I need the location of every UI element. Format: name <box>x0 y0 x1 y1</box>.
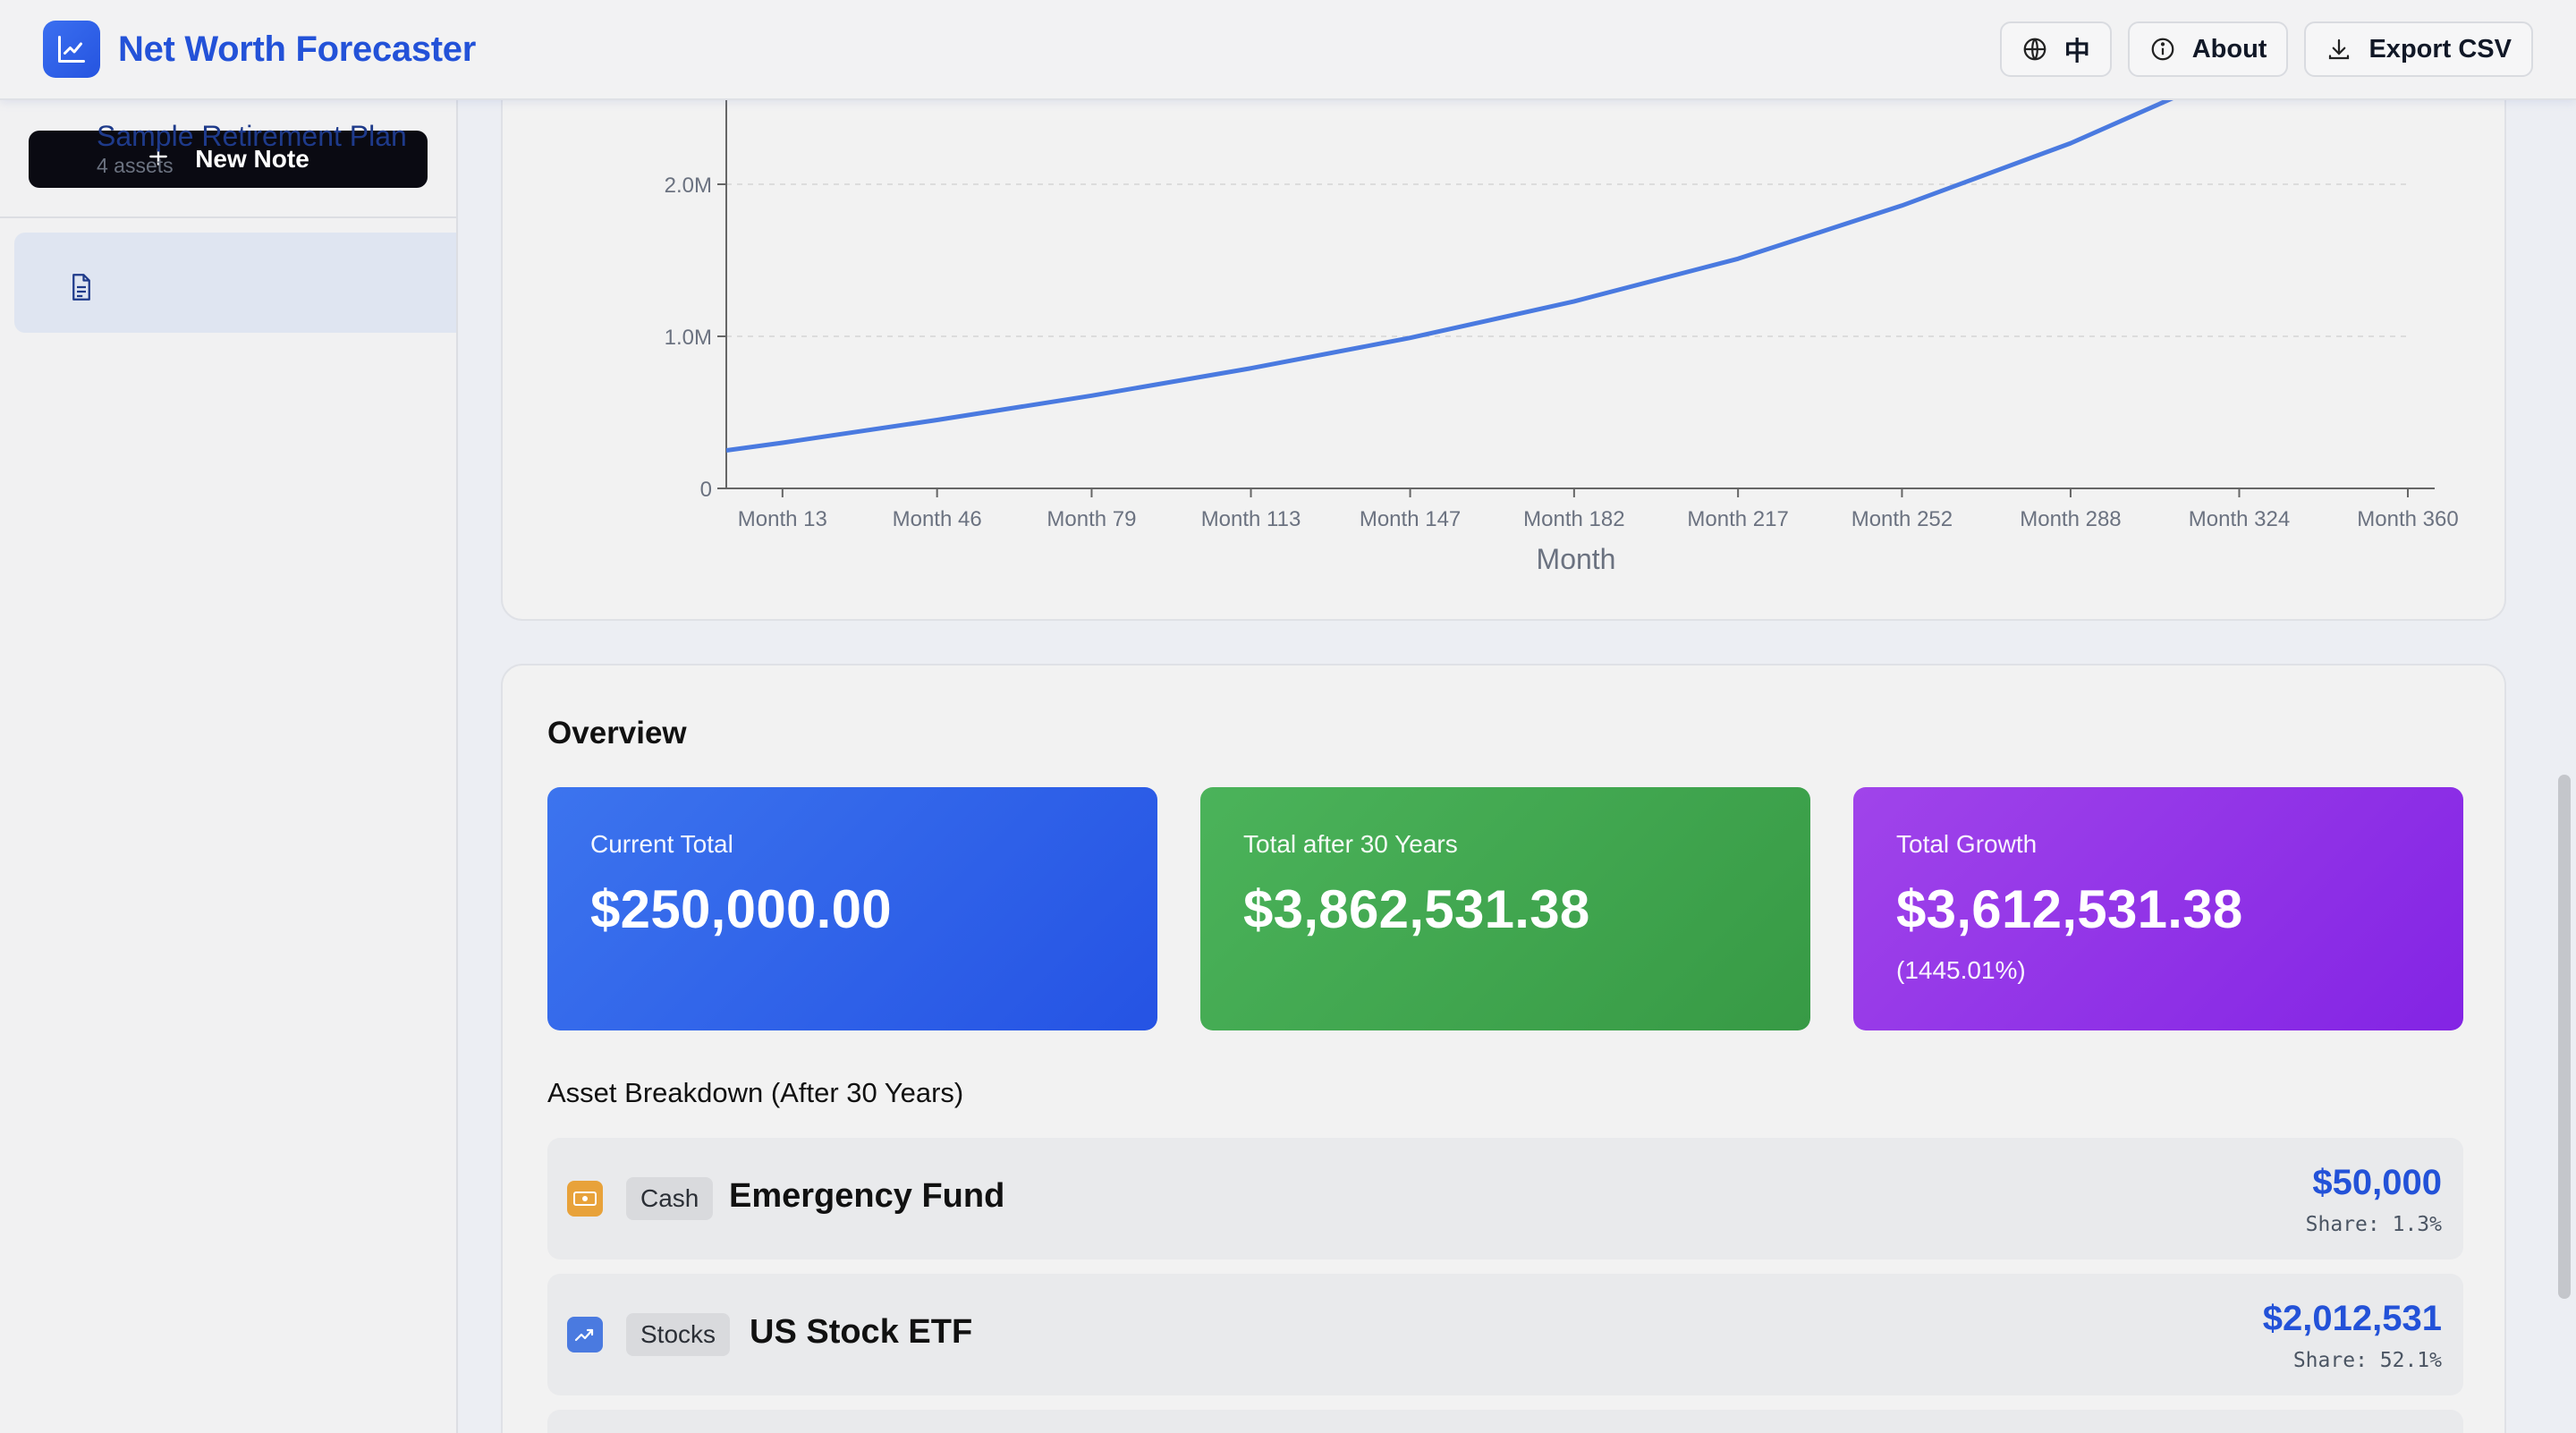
x-tick-label: Month 360 <box>2357 507 2458 531</box>
net-worth-series-line <box>726 55 2256 453</box>
stat-value: $3,862,531.38 <box>1243 879 1590 939</box>
x-tick-label: Month 217 <box>1687 507 1788 531</box>
language-label: 中 <box>2063 38 2090 66</box>
note-item-sample-retirement-plan[interactable] <box>14 233 456 333</box>
language-button[interactable]: 中 <box>1999 21 2112 77</box>
x-axis-label: Month <box>1537 543 1616 575</box>
note-title: Sample Retirement Plan <box>97 120 407 152</box>
chart-card: 0 1.0M 2.0M Month 13 Month 46 Month 79 Month 1… <box>501 54 2506 621</box>
globe-icon <box>2021 36 2048 63</box>
asset-share: Share: 1.3% <box>2305 1213 2442 1236</box>
stat-value: $3,612,531.38 <box>1896 879 2243 939</box>
x-tick-label: Month 113 <box>1201 507 1301 531</box>
x-tick-label: Month 288 <box>2020 507 2121 531</box>
overview-title: Overview <box>547 716 687 750</box>
asset-name: Emergency Fund <box>729 1177 1005 1215</box>
x-tick-label: Month 79 <box>1046 507 1136 531</box>
about-button[interactable]: About <box>2127 21 2289 77</box>
overview-card: Overview Current Total $250,000.00 Total… <box>501 664 2506 1433</box>
note-subtitle: 4 assets <box>97 154 174 177</box>
sidebar-divider <box>0 216 456 218</box>
x-tick-label: Month 46 <box>893 507 982 531</box>
stat-label: Total after 30 Years <box>1243 830 1458 858</box>
asset-type-badge: Cash <box>626 1177 714 1220</box>
brand[interactable]: Net Worth Forecaster <box>43 21 476 78</box>
y-tick-label: 1.0M <box>665 326 712 350</box>
app-title: Net Worth Forecaster <box>118 29 477 69</box>
breakdown-title: Asset Breakdown (After 30 Years) <box>547 1077 964 1108</box>
x-tick-label: Month 324 <box>2189 507 2290 531</box>
plus-icon <box>147 145 170 174</box>
x-tick-label: Month 13 <box>738 507 827 531</box>
asset-value: $2,012,531 <box>2262 1299 2442 1338</box>
stat-label: Current Total <box>590 830 733 858</box>
chart-line-icon <box>43 21 100 78</box>
x-tick-label: Month 147 <box>1360 507 1461 531</box>
stocks-icon <box>567 1317 603 1352</box>
stat-percent: (1445.01%) <box>1896 956 2026 984</box>
asset-name: US Stock ETF <box>750 1313 973 1351</box>
document-icon <box>68 272 95 307</box>
new-note-button[interactable]: New Note <box>29 131 428 188</box>
y-tick-label: 0 <box>700 478 712 502</box>
stat-label: Total Growth <box>1896 830 2038 858</box>
stat-value: $250,000.00 <box>590 879 892 939</box>
export-label: Export CSV <box>2368 34 2512 64</box>
sidebar: New Note <box>0 100 458 1433</box>
x-tick-label: Month 182 <box>1523 507 1624 531</box>
cash-icon <box>567 1181 603 1217</box>
current-total-card: Current Total $250,000.00 <box>547 787 1157 1030</box>
about-label: About <box>2191 34 2267 64</box>
total-growth-card: Total Growth $3,612,531.38 (1445.01%) <box>1853 787 2463 1030</box>
asset-row-partial[interactable] <box>547 1410 2463 1433</box>
export-csv-button[interactable]: Export CSV <box>2304 21 2533 77</box>
app-header: Net Worth Forecaster 中 About Export CSV <box>0 0 2576 100</box>
asset-value: $50,000 <box>2312 1163 2442 1202</box>
asset-type-badge: Stocks <box>626 1313 731 1356</box>
header-actions: 中 About Export CSV <box>1999 21 2533 77</box>
asset-row-emergency-fund[interactable]: Cash Emergency Fund $50,000 Share: 1.3% <box>547 1138 2463 1259</box>
info-icon <box>2149 36 2176 63</box>
download-icon <box>2326 36 2352 63</box>
x-tick-label: Month 252 <box>1852 507 1953 531</box>
total-after-card: Total after 30 Years $3,862,531.38 <box>1200 787 1810 1030</box>
scrollbar-thumb[interactable] <box>2558 775 2571 1299</box>
asset-share: Share: 52.1% <box>2292 1349 2442 1372</box>
new-note-label: New Note <box>195 145 309 173</box>
y-tick-label: 2.0M <box>665 174 712 198</box>
asset-row-us-stock-etf[interactable]: Stocks US Stock ETF $2,012,531 Share: 52… <box>547 1274 2463 1395</box>
net-worth-chart: 0 1.0M 2.0M Month 13 Month 46 Month 79 Month 1… <box>665 55 2459 575</box>
